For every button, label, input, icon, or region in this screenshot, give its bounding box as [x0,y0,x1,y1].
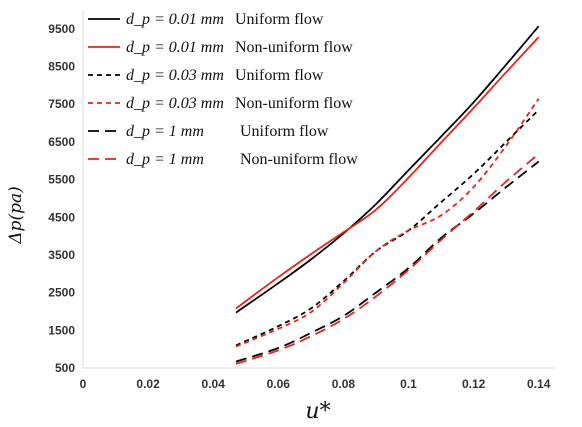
legend-math-4: d_p = 0.03 mm [126,95,224,112]
legend-math-2: d_p = 0.01 mm [126,39,224,56]
x-tick-label: 0.1 [400,377,417,391]
series-line-6 [235,153,540,365]
y-tick-label: 9500 [48,22,75,36]
y-tick-label: 1500 [48,323,75,337]
y-tick-label: 2500 [48,286,75,300]
series-line-2 [235,36,540,310]
series-layer [235,25,540,365]
legend-math-5: d_p = 1 mm [126,123,204,140]
x-tick-label: 0 [80,377,87,391]
x-tick-label: 0.04 [202,377,226,391]
legend-text-5: Uniform flow [240,123,329,140]
legend-text-2: Non-uniform flow [235,39,353,56]
legend-math-6: d_p = 1 mm [126,151,204,168]
y-axis-label: Δp(pa) [6,186,26,244]
y-tick-label: 3500 [48,248,75,262]
legend-text-4: Non-uniform flow [235,95,353,112]
y-tick-label: 6500 [48,135,75,149]
y-tick-label: 5500 [48,173,75,187]
x-axis-label: u* [305,399,330,424]
axes: 500 1500 2500 3500 4500 5500 6500 7500 8500 9500 0… [48,10,555,391]
series-line-4 [235,98,540,348]
x-tick-label: 0.08 [332,377,356,391]
y-tick-label: 7500 [48,97,75,111]
y-tick-label: 8500 [48,60,75,74]
x-tick-label: 0.12 [462,377,486,391]
y-tick-label: 500 [55,361,75,375]
y-tick-label: 4500 [48,210,75,224]
legend: d_p = 0.01 mm Uniform flow d_p = 0.01 mm No… [88,11,358,168]
legend-text-1: Uniform flow [235,11,324,28]
x-tick-label: 0.02 [136,377,160,391]
legend-text-3: Uniform flow [235,67,324,84]
series-line-5 [235,160,540,363]
x-tick-label: 0.14 [527,377,551,391]
legend-math-3: d_p = 0.03 mm [126,67,224,84]
legend-text-6: Non-uniform flow [240,151,358,168]
x-tick-label: 0.06 [267,377,291,391]
series-line-1 [235,25,540,314]
legend-math-1: d_p = 0.01 mm [126,11,224,28]
